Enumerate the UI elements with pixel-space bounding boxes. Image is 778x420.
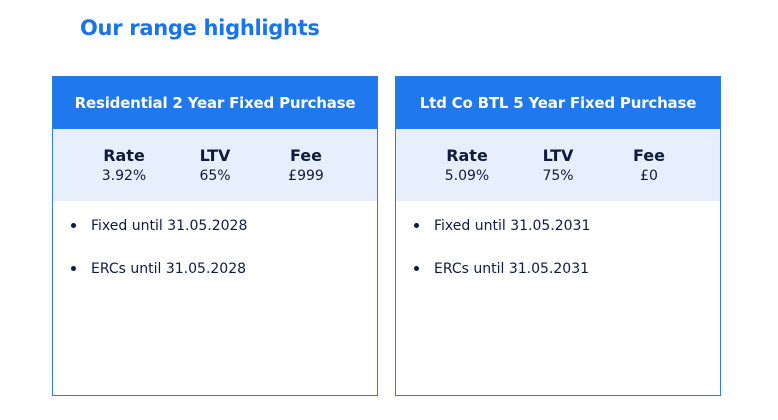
stat-value: 3.92% bbox=[101, 168, 147, 184]
stat-rate: Rate 3.92% bbox=[89, 146, 159, 184]
stat-ltv: LTV 75% bbox=[523, 146, 593, 184]
product-name: Residential 2 Year Fixed Purchase bbox=[74, 94, 356, 112]
stat-value: 75% bbox=[542, 168, 574, 184]
stat-value: 65% bbox=[199, 168, 231, 184]
feature-text: Fixed until 31.05.2028 bbox=[91, 218, 248, 234]
product-stats: Rate 5.09% LTV 75% Fee £0 bbox=[396, 129, 720, 201]
product-card-residential[interactable]: Residential 2 Year Fixed Purchase Rate 3… bbox=[52, 76, 378, 396]
product-stats: Rate 3.92% LTV 65% Fee £999 bbox=[53, 129, 377, 201]
feature-list: Fixed until 31.05.2028 ERCs until 31.05.… bbox=[53, 201, 377, 280]
product-name: Ltd Co BTL 5 Year Fixed Purchase bbox=[419, 94, 697, 112]
stat-fee: Fee £999 bbox=[271, 146, 341, 184]
stat-label: LTV bbox=[199, 146, 231, 165]
bullet-icon bbox=[414, 223, 419, 228]
stat-value: £0 bbox=[640, 168, 658, 184]
feature-text: Fixed until 31.05.2031 bbox=[434, 218, 591, 234]
stat-ltv: LTV 65% bbox=[180, 146, 250, 184]
product-card-header[interactable]: Residential 2 Year Fixed Purchase bbox=[53, 77, 377, 129]
stat-fee: Fee £0 bbox=[614, 146, 684, 184]
feature-list: Fixed until 31.05.2031 ERCs until 31.05.… bbox=[396, 201, 720, 280]
stat-label: LTV bbox=[542, 146, 574, 165]
list-item: Fixed until 31.05.2028 bbox=[71, 215, 377, 237]
product-card-ltd-co-btl[interactable]: Ltd Co BTL 5 Year Fixed Purchase Rate 5.… bbox=[395, 76, 721, 396]
stat-label: Rate bbox=[446, 146, 488, 165]
stat-value: 5.09% bbox=[444, 168, 490, 184]
list-item: Fixed until 31.05.2031 bbox=[414, 215, 720, 237]
stat-label: Rate bbox=[103, 146, 145, 165]
section-title: Our range highlights bbox=[80, 16, 320, 40]
stat-value: £999 bbox=[288, 168, 324, 184]
stat-rate: Rate 5.09% bbox=[432, 146, 502, 184]
product-card-header[interactable]: Ltd Co BTL 5 Year Fixed Purchase bbox=[396, 77, 720, 129]
feature-text: ERCs until 31.05.2031 bbox=[434, 261, 590, 277]
bullet-icon bbox=[414, 266, 419, 271]
list-item: ERCs until 31.05.2031 bbox=[414, 258, 720, 280]
stat-label: Fee bbox=[290, 146, 322, 165]
bullet-icon bbox=[71, 223, 76, 228]
list-item: ERCs until 31.05.2028 bbox=[71, 258, 377, 280]
stat-label: Fee bbox=[633, 146, 665, 165]
bullet-icon bbox=[71, 266, 76, 271]
feature-text: ERCs until 31.05.2028 bbox=[91, 261, 247, 277]
